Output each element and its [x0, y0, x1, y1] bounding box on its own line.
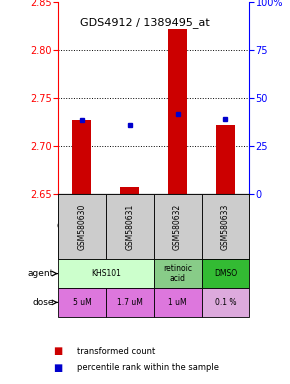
Text: dose: dose [33, 298, 54, 307]
Text: DMSO: DMSO [214, 269, 237, 278]
Text: GSM580633: GSM580633 [200, 222, 251, 231]
Text: GSM580631: GSM580631 [104, 222, 155, 231]
Text: agent: agent [28, 269, 54, 278]
Text: KHS101: KHS101 [91, 269, 121, 278]
Bar [58, 259, 154, 288]
Bar [58, 194, 106, 259]
Bar [154, 194, 202, 259]
Bar [106, 194, 154, 259]
Bar [106, 194, 154, 259]
Bar [216, 125, 235, 194]
Text: GSM580633: GSM580633 [221, 204, 230, 250]
Bar [154, 288, 202, 317]
Bar [120, 187, 139, 194]
Text: GSM580631: GSM580631 [125, 204, 134, 250]
Text: 0.1 %: 0.1 % [215, 298, 236, 307]
Bar [202, 194, 249, 259]
Bar [72, 120, 92, 194]
Bar [154, 259, 202, 288]
Text: 1.7 uM: 1.7 uM [117, 298, 143, 307]
Text: ■: ■ [53, 346, 63, 356]
Text: GSM580630: GSM580630 [77, 204, 86, 250]
Text: GDS4912 / 1389495_at: GDS4912 / 1389495_at [80, 17, 210, 28]
Text: ■: ■ [53, 363, 63, 373]
Bar [106, 288, 154, 317]
Bar [154, 194, 202, 259]
Text: retinoic
acid: retinoic acid [163, 264, 192, 283]
Text: 1 uM: 1 uM [168, 298, 187, 307]
Bar [202, 288, 249, 317]
Text: percentile rank within the sample: percentile rank within the sample [77, 363, 219, 372]
Text: transformed count: transformed count [77, 347, 155, 356]
Bar [58, 194, 106, 259]
Text: GSM580630: GSM580630 [57, 222, 107, 231]
Text: 5 uM: 5 uM [72, 298, 91, 307]
Bar [202, 194, 249, 259]
Text: GSM580632: GSM580632 [152, 222, 203, 231]
Bar [168, 29, 187, 194]
Bar [202, 259, 249, 288]
Text: GSM580632: GSM580632 [173, 204, 182, 250]
Bar [58, 288, 106, 317]
